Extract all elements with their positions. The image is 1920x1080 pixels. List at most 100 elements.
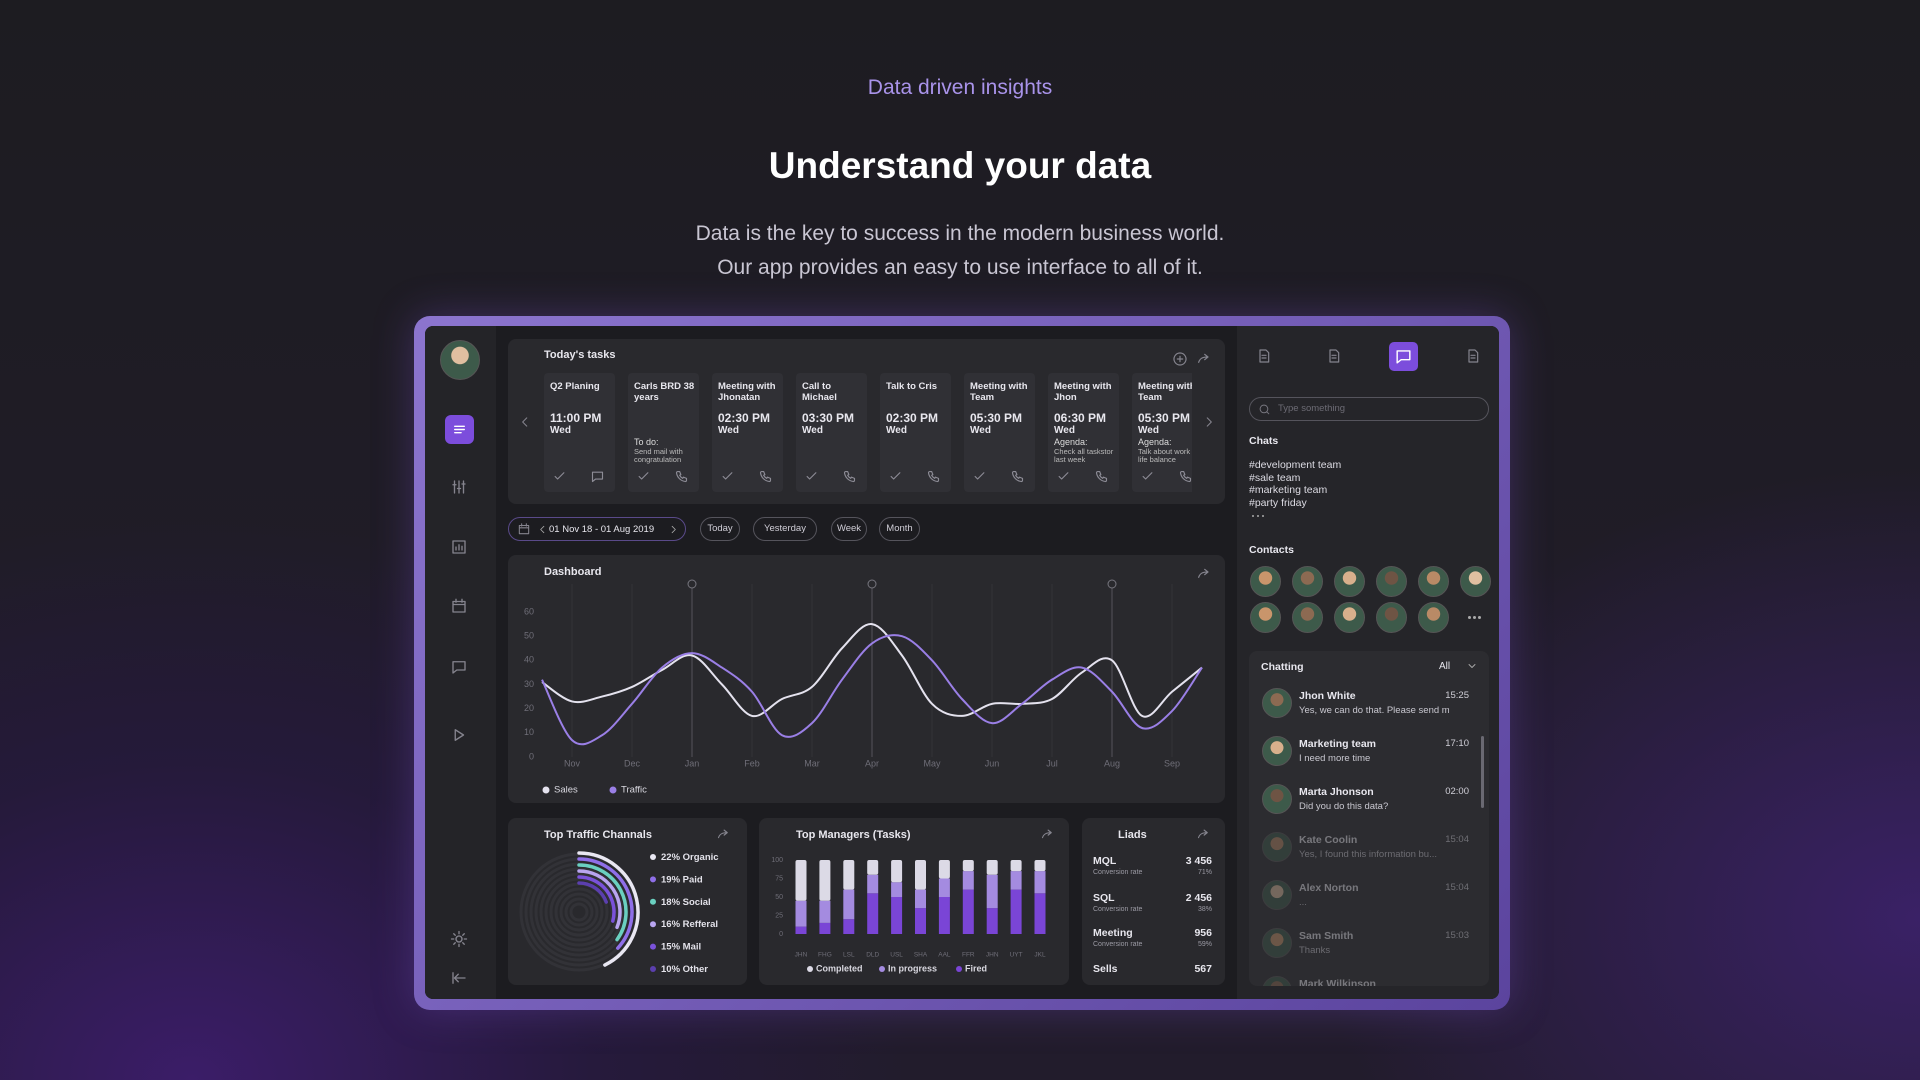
- contact-avatar: [1375, 565, 1407, 597]
- add-icon: [1173, 352, 1187, 366]
- search-box[interactable]: Type something: [1249, 397, 1489, 421]
- x-tick-label: Mar: [804, 758, 820, 768]
- filter-button[interactable]: Today: [700, 517, 740, 541]
- y-tick-label: 50: [775, 894, 783, 901]
- line-chart: Dashboard 0 10 20 30 40 50 60 Nov Dec Jan Feb Mar Apr…: [524, 566, 1203, 796]
- ring: [539, 872, 619, 952]
- action-icon: [759, 470, 772, 483]
- bar-segment: [986, 874, 998, 909]
- task-card[interactable]: Meeting with Team 05:30 PM Wed Agenda: Talk …: [1132, 373, 1192, 492]
- x-tick-label: USL: [890, 952, 903, 959]
- contact-avatar: [1459, 565, 1491, 597]
- nav-icon-shape: [450, 930, 468, 948]
- lead-value: 956: [1194, 927, 1212, 939]
- task-card[interactable]: Meeting with Jhonatan 02:30 PM Wed: [712, 373, 783, 492]
- chat-row[interactable]: Sam Smith 15:03 Thanks: [1249, 928, 1489, 972]
- channel[interactable]: #development team: [1249, 459, 1342, 471]
- profile-avatar: [440, 340, 480, 380]
- legend-name: Social: [683, 896, 711, 907]
- prev-icon-shape: [522, 417, 528, 427]
- task-note-label: To do:: [634, 437, 659, 447]
- nav-icon: [452, 480, 466, 494]
- lead-name: MQL: [1093, 855, 1117, 867]
- task-card[interactable]: Q2 Planing 11:00 PM Wed: [544, 373, 615, 492]
- nav-icon: [452, 972, 466, 984]
- task-strip: Q2 Planing 11:00 PM Wed Carls BRD 38 years T…: [530, 373, 1192, 493]
- done-icon: [890, 472, 901, 480]
- lead-caption: Conversion rate: [1093, 941, 1143, 948]
- chat-time: 15:25: [1445, 690, 1469, 701]
- nav-icon: [452, 598, 466, 613]
- share-icon-shape: [1198, 353, 1209, 363]
- action-icon: [675, 470, 688, 483]
- legend-label: Sales: [554, 785, 578, 796]
- legend-label: 18% Social: [661, 896, 711, 907]
- task-title: Talk to Cris: [886, 381, 938, 392]
- chat-text: Thanks: [1299, 945, 1331, 956]
- task-card[interactable]: Carls BRD 38 years To do: Send mail with c…: [628, 373, 699, 492]
- x-tick-label: Jun: [985, 758, 1000, 768]
- more-dot: [1262, 515, 1264, 517]
- channel[interactable]: #sale team: [1249, 471, 1301, 484]
- radial-bar: [577, 881, 609, 904]
- ring: [554, 887, 604, 937]
- task-time: 06:30 PM: [1054, 411, 1107, 425]
- chat-text: Yes, I found this information bu...: [1299, 849, 1438, 860]
- action-icon: [1095, 470, 1108, 483]
- bar-segment: [891, 882, 903, 897]
- nav-icon: [452, 540, 466, 554]
- panel-icon-shape: [1468, 349, 1479, 363]
- bar-segment: [843, 919, 855, 934]
- legend-dot: [879, 966, 885, 972]
- x-tick-label: Feb: [744, 758, 760, 768]
- action-icon: [927, 470, 940, 483]
- chat-row[interactable]: Mark Wilkinson: [1249, 976, 1489, 986]
- panel-tab-active[interactable]: [1389, 342, 1418, 371]
- x-tick-label: Nov: [564, 758, 581, 768]
- chat-row[interactable]: Marketing team 17:10 I need more time: [1249, 736, 1489, 780]
- bar-segment: [938, 897, 950, 934]
- task-time: 05:30 PM: [1138, 411, 1191, 425]
- lead-rate: 38%: [1197, 906, 1212, 913]
- legend-value: 16%: [661, 919, 681, 930]
- legend-dot: [650, 876, 656, 883]
- nav-icon: [452, 661, 466, 674]
- task-card[interactable]: Talk to Cris 02:30 PM Wed: [880, 373, 951, 492]
- task-note: Talk about work life balance: [1138, 448, 1191, 464]
- channel[interactable]: #marketing team: [1249, 484, 1328, 496]
- chat-row[interactable]: Jhon White 15:25 Yes, we can do that. Plea…: [1249, 688, 1489, 732]
- done-icon-shape: [974, 472, 985, 480]
- action-icon: [843, 470, 856, 483]
- legend-label: 19% Paid: [661, 874, 703, 885]
- chat-row[interactable]: Kate Coolin 15:04 Yes, I found this inform…: [1249, 832, 1489, 876]
- date-range[interactable]: 01 Nov 18 - 01 Aug 2019: [508, 517, 686, 541]
- x-tick-label: FHG: [818, 952, 832, 959]
- y-tick-label: 60: [524, 606, 534, 616]
- chat-row[interactable]: Alex Norton 15:04...: [1249, 880, 1489, 924]
- chat-time: 02:00: [1445, 786, 1469, 797]
- task-card[interactable]: Call to Michael 03:30 PM Wed: [796, 373, 867, 492]
- filter-button[interactable]: Yesterday: [753, 517, 817, 541]
- bar-segment: [986, 908, 998, 934]
- bar-segment: [1034, 871, 1046, 894]
- filter-button[interactable]: Month: [879, 517, 920, 541]
- add-icon-shape: [1173, 352, 1187, 366]
- bar-segment: [867, 893, 879, 934]
- bar-segment: [891, 897, 903, 934]
- chat-time: 17:10: [1445, 738, 1469, 749]
- x-tick-label: JHN: [795, 952, 808, 959]
- filter-button[interactable]: Week: [831, 517, 867, 541]
- bar-segment: [1010, 871, 1022, 890]
- task-title: Meeting with Team: [1138, 381, 1192, 403]
- chat-text: Did you do this data?: [1299, 801, 1389, 812]
- chat-row[interactable]: Marta Jhonson 02:00 Did you do this data?: [1249, 784, 1489, 828]
- channel[interactable]: #party friday: [1249, 496, 1307, 509]
- lead-value: 567: [1194, 963, 1212, 975]
- task-card[interactable]: Meeting with Team 05:30 PM Wed: [964, 373, 1035, 492]
- chat-filter[interactable]: All: [1439, 661, 1451, 672]
- range-prev: [540, 525, 545, 534]
- bar-segment: [938, 860, 950, 879]
- y-tick-label: 10: [524, 727, 534, 737]
- task-day: Wed: [1054, 425, 1075, 436]
- task-card[interactable]: Meeting with Jhon 06:30 PM Wed Agenda: Check…: [1048, 373, 1119, 492]
